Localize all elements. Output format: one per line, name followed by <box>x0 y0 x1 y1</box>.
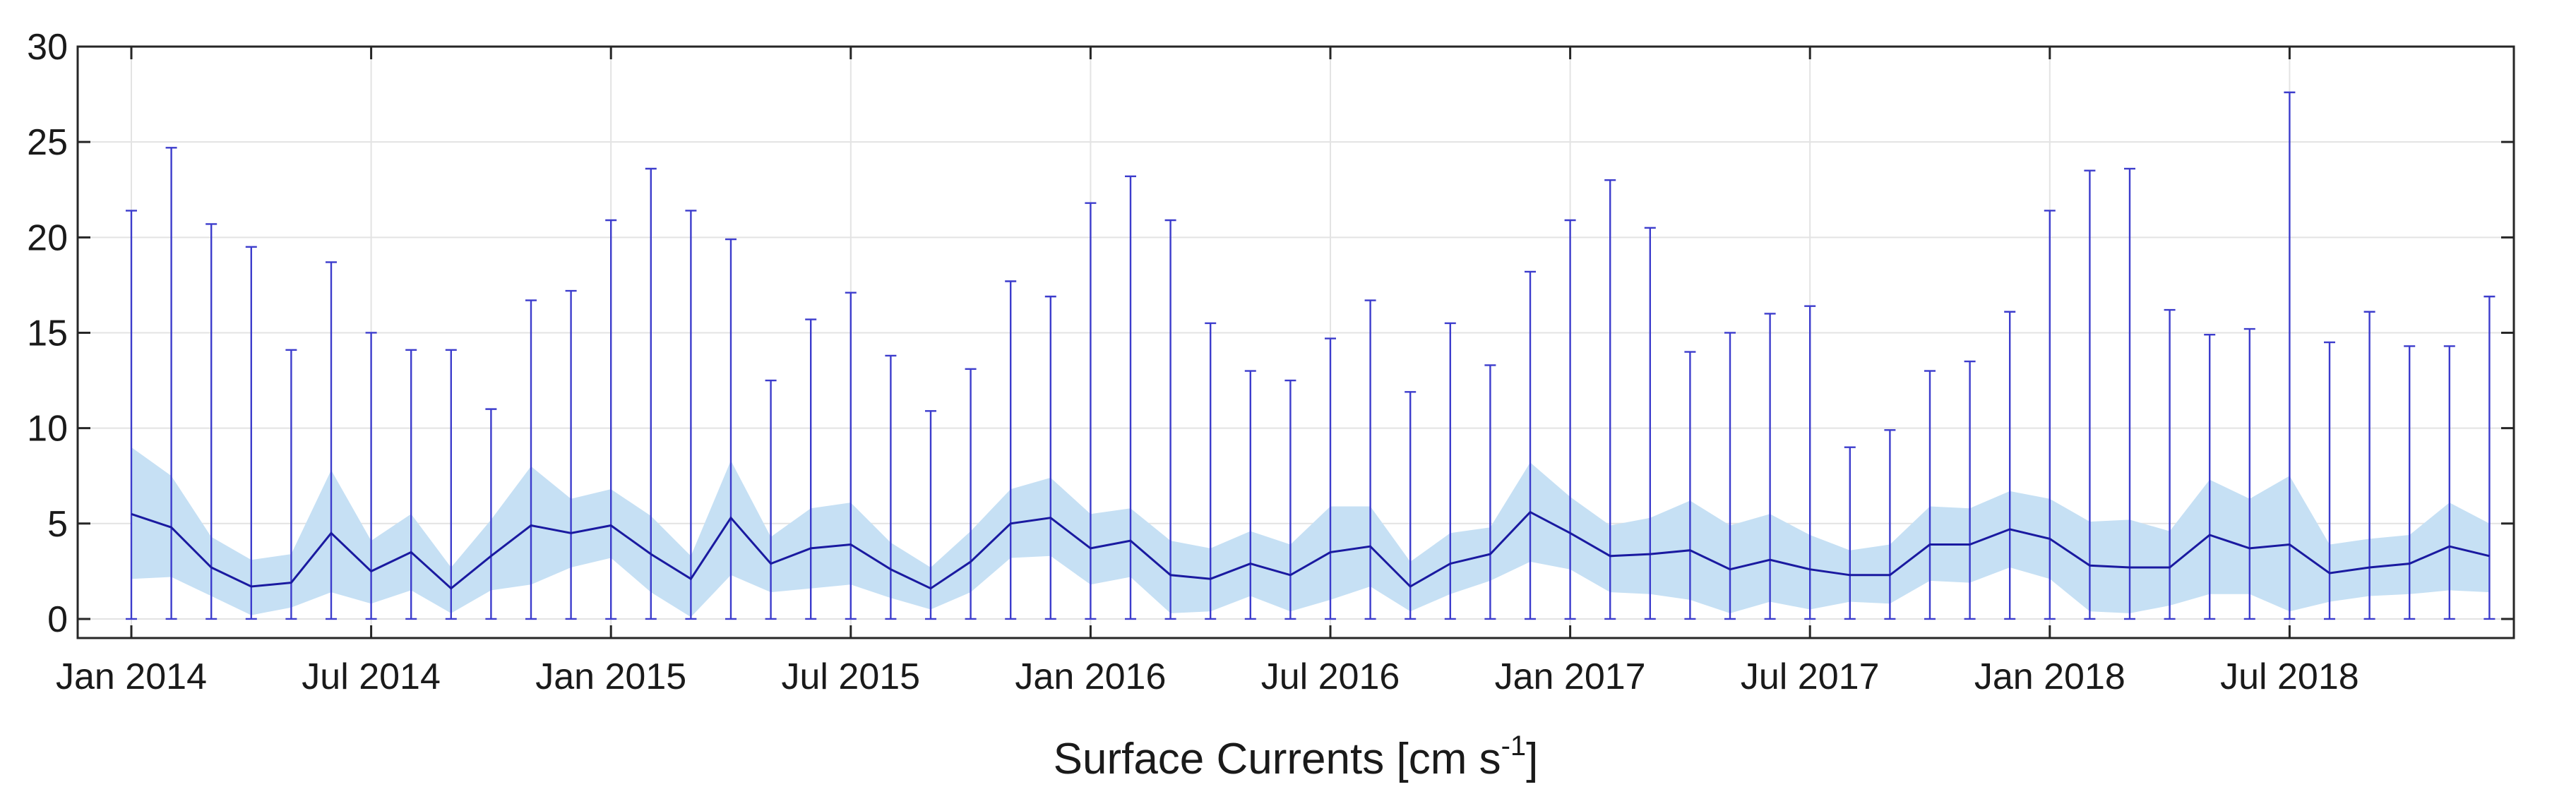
band-layer <box>131 447 2490 618</box>
x-tick-label: Jan 2018 <box>1974 656 2125 697</box>
y-tick-label: 10 <box>27 409 68 450</box>
x-tick-label: Jul 2018 <box>2220 656 2359 697</box>
y-tick-label: 25 <box>27 122 68 163</box>
whisker-layer <box>126 91 2496 620</box>
x-tick-label: Jan 2014 <box>56 656 207 697</box>
axes-layer <box>76 45 2515 639</box>
y-tick-label: 20 <box>27 217 68 258</box>
x-axis-title: Surface Currents [cm s-1] <box>1054 730 1539 783</box>
y-tick-label: 5 <box>47 504 68 545</box>
y-tick-label: 30 <box>27 27 68 68</box>
mean-line <box>131 510 2490 590</box>
x-axis-title-main: Surface Currents [cm s <box>1054 735 1501 783</box>
x-tick-label: Jan 2017 <box>1495 656 1646 697</box>
axes-frame <box>76 45 2515 639</box>
x-tick-label: Jul 2015 <box>781 656 920 697</box>
x-tick-label: Jul 2016 <box>1261 656 1400 697</box>
line-layer <box>131 510 2490 590</box>
x-tick-label: Jul 2017 <box>1741 656 1880 697</box>
y-tick-label: 15 <box>27 313 68 354</box>
y-tick-label: 0 <box>47 599 68 640</box>
x-tick-label: Jan 2015 <box>535 656 686 697</box>
x-axis-title-suffix: ] <box>1526 735 1538 783</box>
x-axis-title-superscript: -1 <box>1501 730 1527 762</box>
spread-band <box>131 447 2490 618</box>
x-tick-label: Jan 2016 <box>1015 656 1166 697</box>
x-tick-label: Jul 2014 <box>302 656 441 697</box>
label-layer: 0 5 10 15 20 25 30 Jan 2014 Jul 2014 Jan 2015 Jul … <box>27 27 2359 697</box>
